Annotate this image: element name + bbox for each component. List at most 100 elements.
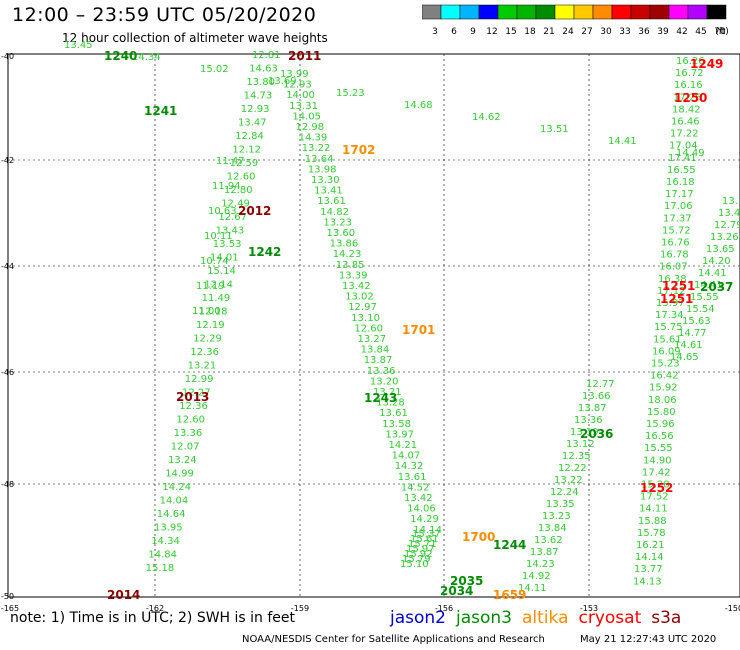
colorbar-label: 24 <box>562 27 574 37</box>
swh-value: 13.98 <box>308 164 337 175</box>
swh-value: 14.04 <box>160 496 189 507</box>
swh-value: 12.18 <box>199 307 228 318</box>
swh-value: 15.55 <box>644 443 673 454</box>
swh-value: 13.23 <box>323 217 352 228</box>
colorbar-label: 45 <box>695 27 706 37</box>
swh-value: 14.84 <box>148 550 177 561</box>
page-subtitle: 12 hour collection of altimeter wave hei… <box>62 31 328 45</box>
swh-value: 15.79 <box>402 554 431 565</box>
pass-time-label: 2034 <box>440 584 473 598</box>
swh-value: 15.02 <box>200 64 229 75</box>
swh-value: 15.97 <box>406 544 435 555</box>
swh-value: 14.06 <box>407 504 436 515</box>
swh-value: 13.22 <box>302 143 331 154</box>
pass-time-label: 1701 <box>402 323 435 337</box>
swh-value: 14.29 <box>410 514 439 525</box>
swh-value: 12.14 <box>204 280 233 291</box>
lat-tick-label: -46 <box>1 368 14 377</box>
lon-tick-label: -150 <box>725 604 740 613</box>
swh-value: 13.51 <box>540 124 569 135</box>
swh-value: 12.60 <box>227 172 256 183</box>
swh-value: 15.61 <box>653 334 682 345</box>
swh-value: 13.31 <box>289 101 318 112</box>
swh-value: 10.11 <box>204 231 233 242</box>
pass-time-label: 2012 <box>238 204 271 218</box>
swh-value: 14.39 <box>299 133 328 144</box>
colorbar-label: 39 <box>657 27 669 37</box>
swh-value: 12.60 <box>176 415 205 426</box>
swh-value: 13.61 <box>317 196 346 207</box>
swh-value: 13.10 <box>351 313 380 324</box>
pass-time-label: 2011 <box>288 49 321 63</box>
swh-value: 14.20 <box>702 256 731 267</box>
swh-value: 14.23 <box>333 249 362 260</box>
swh-value: 12.36 <box>179 401 208 412</box>
swh-value: 16.21 <box>636 540 665 551</box>
swh-value: 13.49 <box>718 208 740 219</box>
swh-value: 13.30 <box>311 175 340 186</box>
pass-time-label: 2014 <box>107 588 140 602</box>
satellite-legend-jason2: jason2 <box>390 608 446 628</box>
swh-value: 14.41 <box>698 268 727 279</box>
pass-time-label: 1252 <box>640 481 673 495</box>
swh-value: 13.87 <box>578 403 607 414</box>
swh-value: 13.60 <box>327 228 356 239</box>
lon-tick-label: -165 <box>1 604 19 613</box>
swh-value: 13.61 <box>398 472 427 483</box>
swh-value: 14.82 <box>320 207 349 218</box>
swh-value: 14.62 <box>472 112 501 123</box>
swh-value: 16.76 <box>661 238 690 249</box>
swh-value: 16.42 <box>650 371 679 382</box>
swh-value: 13.42 <box>342 281 371 292</box>
swh-value: 13.84 <box>538 523 567 534</box>
swh-value: 13.58 <box>382 419 411 430</box>
swh-value: 17.26 <box>673 92 702 103</box>
swh-value: 15.80 <box>647 407 676 418</box>
swh-value: 15.23 <box>336 88 365 99</box>
satellite-legend-jason3: jason3 <box>456 608 512 628</box>
swh-value: 13.99 <box>280 69 309 80</box>
swh-value: 16.55 <box>667 165 696 176</box>
swh-value: 13.85 <box>336 260 365 271</box>
swh-value: 14.34 <box>132 52 161 63</box>
swh-value: 13.86 <box>330 239 359 250</box>
swh-value: 14.32 <box>395 461 424 472</box>
swh-value: 16.07 <box>659 262 688 273</box>
swh-value: 15.63 <box>682 316 711 327</box>
swh-value: 11.47 <box>216 156 245 167</box>
swh-value: 13.22 <box>554 475 583 486</box>
swh-value: 13.41 <box>314 186 343 197</box>
swh-value: 14.99 <box>165 469 194 480</box>
colorbar-label: 42 <box>676 27 687 37</box>
pass-time-label: 1659 <box>493 588 526 602</box>
swh-value: 18.06 <box>648 395 677 406</box>
swh-value: 17.04 <box>669 141 698 152</box>
swh-value: 10.74 <box>200 256 229 267</box>
pass-time-label: 1242 <box>248 245 281 259</box>
swh-value: 15.28 <box>641 480 670 491</box>
swh-value: 14.63 <box>249 64 278 75</box>
swh-value: 16.26 <box>676 56 705 67</box>
swh-value: 10.63 <box>208 206 237 217</box>
swh-value: 12.19 <box>196 320 225 331</box>
swh-value: 13.02 <box>345 292 374 303</box>
swh-value: 16.72 <box>675 68 704 79</box>
pass-time-label: 1251 <box>660 292 693 306</box>
swh-value: 13.84 <box>361 345 390 356</box>
colorbar-label: 30 <box>600 27 612 37</box>
swh-value: 14.92 <box>522 571 551 582</box>
swh-value: 12.81 <box>252 50 281 61</box>
swh-value: 17.17 <box>665 189 694 200</box>
swh-value: 17.12 <box>657 286 686 297</box>
colorbar-label: 3 <box>432 27 438 37</box>
page-title: 12:00 – 23:59 UTC 05/20/2020 <box>12 4 317 26</box>
swh-value: 13.27 <box>358 334 387 345</box>
swh-value: 13.43 <box>216 226 245 237</box>
swh-value: 16.18 <box>666 177 695 188</box>
swh-value: 14.77 <box>678 328 707 339</box>
swh-value: 14.68 <box>404 100 433 111</box>
colorbar-label: 36 <box>638 27 650 37</box>
swh-value: 13.87 <box>364 355 393 366</box>
swh-value: 13.62 <box>534 535 563 546</box>
swh-value: 14.24 <box>162 482 191 493</box>
